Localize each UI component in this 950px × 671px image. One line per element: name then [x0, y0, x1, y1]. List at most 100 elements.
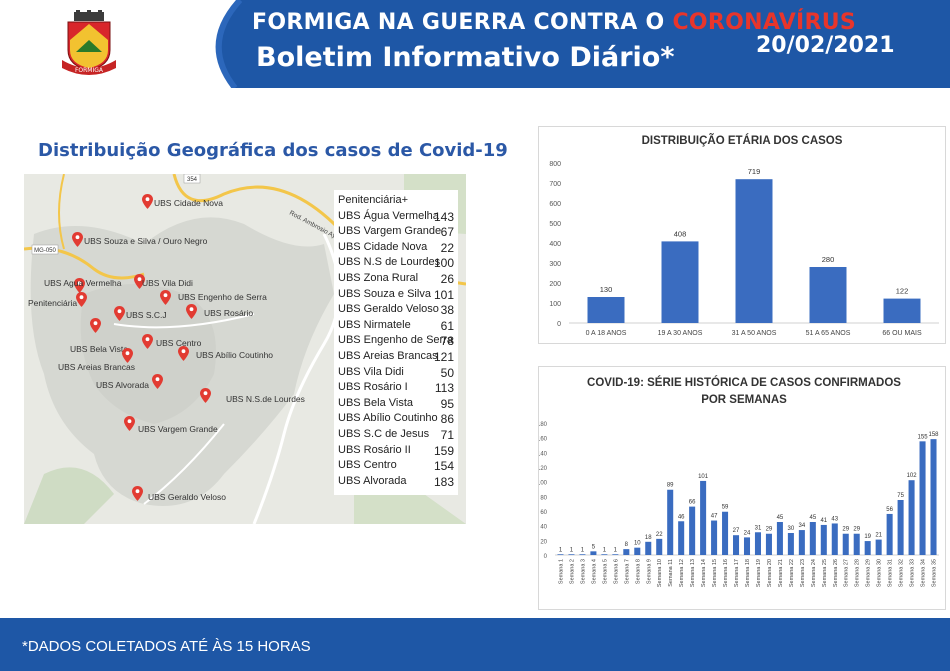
data-label: 22 — [656, 532, 663, 538]
map-pin-icon[interactable] — [72, 232, 83, 247]
y-tick-label: 700 — [549, 181, 561, 188]
x-tick-label: Semana 30 — [877, 559, 883, 587]
map-pin-icon[interactable] — [186, 304, 197, 319]
data-label: 24 — [744, 530, 751, 536]
x-tick-label: Semana 10 — [657, 559, 663, 587]
data-label: 66 — [689, 500, 696, 506]
map-pin-icon[interactable] — [160, 290, 171, 305]
case-row-value: 95 — [440, 396, 454, 411]
map-pin-icon[interactable] — [114, 306, 125, 321]
map-pin-icon[interactable] — [134, 274, 145, 289]
x-tick-label: Semana 17 — [734, 559, 740, 587]
bar — [590, 551, 597, 555]
x-tick-label: Semana 23 — [800, 559, 806, 587]
x-tick-label: Semana 31 — [888, 559, 894, 587]
data-label: 45 — [777, 515, 784, 521]
bar — [667, 489, 674, 555]
case-row-name: UBS Areias Brancas — [338, 350, 438, 362]
map-pin-icon[interactable] — [142, 194, 153, 209]
data-label: 1 — [614, 547, 618, 553]
bar — [765, 533, 772, 555]
map-pin-icon[interactable] — [142, 334, 153, 349]
data-label: 41 — [820, 518, 827, 524]
bar — [776, 522, 783, 555]
map-pin-icon[interactable] — [76, 292, 87, 307]
map-pin-icon[interactable] — [200, 388, 211, 403]
x-tick-label: Semana 7 — [624, 559, 630, 584]
x-tick-label: Semana 6 — [613, 559, 619, 584]
x-tick-label: Semana 9 — [646, 559, 652, 584]
case-row-name: UBS Alvorada — [338, 474, 407, 487]
y-tick-label: 80 — [540, 495, 547, 501]
y-tick-label: 300 — [549, 261, 561, 268]
case-row: Penitenciária+ — [338, 194, 454, 209]
headline-prefix: FORMIGA NA GUERRA CONTRA O — [252, 10, 673, 35]
case-row-name: UBS Engenho de Serra — [338, 334, 453, 347]
x-tick-label: Semana 22 — [789, 559, 795, 587]
bar — [700, 480, 707, 555]
data-label: 47 — [711, 514, 718, 520]
case-row-value: 22 — [440, 240, 454, 255]
bar — [831, 523, 838, 555]
bar — [875, 539, 882, 555]
map-pin-icon[interactable] — [90, 318, 101, 333]
case-row: UBS Vargem Grande 67 — [338, 225, 454, 240]
y-tick-label: 20 — [540, 539, 547, 545]
x-tick-label: 31 A 50 ANOS — [732, 330, 777, 337]
x-tick-label: Semana 27 — [844, 559, 850, 587]
case-row-value: 26 — [440, 272, 454, 286]
case-row-value: 50 — [440, 365, 454, 380]
data-label: 56 — [886, 507, 893, 513]
bar — [735, 179, 773, 323]
case-row-name: UBS Rosário I — [338, 381, 408, 394]
map-place-label-ubs-geraldo-veloso: UBS Geraldo Veloso — [148, 492, 226, 502]
x-tick-label: Semana 24 — [811, 559, 817, 587]
case-row: UBS Nirmatele 61 — [338, 319, 454, 334]
x-tick-label: Semana 35 — [932, 559, 938, 587]
age-distribution-chart: 0 100 200 300 400 500 600 700 800 130 0 A 18 ANOS 4… — [549, 161, 939, 337]
geographic-map: 354 MG-050 Rod. Ambrosio Ayoub do Nascim… — [24, 174, 466, 524]
y-tick-label: 500 — [549, 221, 561, 228]
bar — [754, 532, 761, 555]
x-tick-label: Semana 26 — [833, 559, 839, 587]
case-row: UBS S.C de Jesus 71 — [338, 428, 454, 443]
bar — [587, 297, 625, 323]
data-label: 30 — [788, 526, 795, 532]
footer-note: *DADOS COLETADOS ATÉ ÀS 15 HORAS — [22, 638, 311, 655]
data-label: 1 — [570, 547, 574, 553]
map-place-label-ubs-engenho-de-serra: UBS Engenho de Serra — [178, 292, 267, 302]
bar — [623, 549, 630, 555]
bar — [678, 521, 685, 555]
case-row-value: 154 — [433, 459, 454, 474]
map-pin-icon[interactable] — [152, 374, 163, 389]
case-row: UBS Alvorada 183 — [338, 475, 454, 490]
data-label: 18 — [645, 535, 652, 541]
data-label: 5 — [592, 544, 596, 550]
data-label: 130 — [600, 285, 613, 294]
data-label: 45 — [809, 515, 816, 521]
case-row-name: UBS Bela Vista — [338, 396, 414, 409]
bar — [634, 547, 641, 555]
bar — [722, 511, 729, 555]
x-tick-label: Semana 14 — [701, 559, 707, 587]
x-tick-label: Semana 3 — [580, 559, 586, 584]
map-section-title: Distribuição Geográfica dos casos de Cov… — [38, 140, 508, 161]
y-tick-label: 120 — [539, 466, 548, 472]
x-tick-label: Semana 5 — [602, 559, 608, 584]
map-place-label-ubs-areias-brancas: UBS Areias Brancas — [58, 362, 136, 372]
y-tick-label: 100 — [539, 481, 548, 487]
x-tick-label: Semana 8 — [635, 559, 641, 584]
bar — [842, 533, 849, 555]
age-distribution-card: DISTRIBUIÇÃO ETÁRIA DOS CASOS 0 100 200 300… — [538, 126, 946, 344]
bulletin-date: 20/02/2021 — [756, 33, 895, 58]
x-tick-label: Semana 16 — [723, 559, 729, 587]
map-pin-icon[interactable] — [74, 278, 85, 293]
headline-highlight: CORONAVÍRUS — [672, 10, 857, 35]
map-place-label-ubs-n-s-de-lourdes: UBS N.S.de Lourdes — [226, 394, 305, 404]
map-pin-icon[interactable] — [178, 346, 189, 361]
data-label: 27 — [733, 528, 740, 534]
map-pin-icon[interactable] — [124, 416, 135, 431]
bar — [809, 267, 847, 323]
map-pin-icon[interactable] — [132, 486, 143, 501]
map-pin-icon[interactable] — [122, 348, 133, 363]
